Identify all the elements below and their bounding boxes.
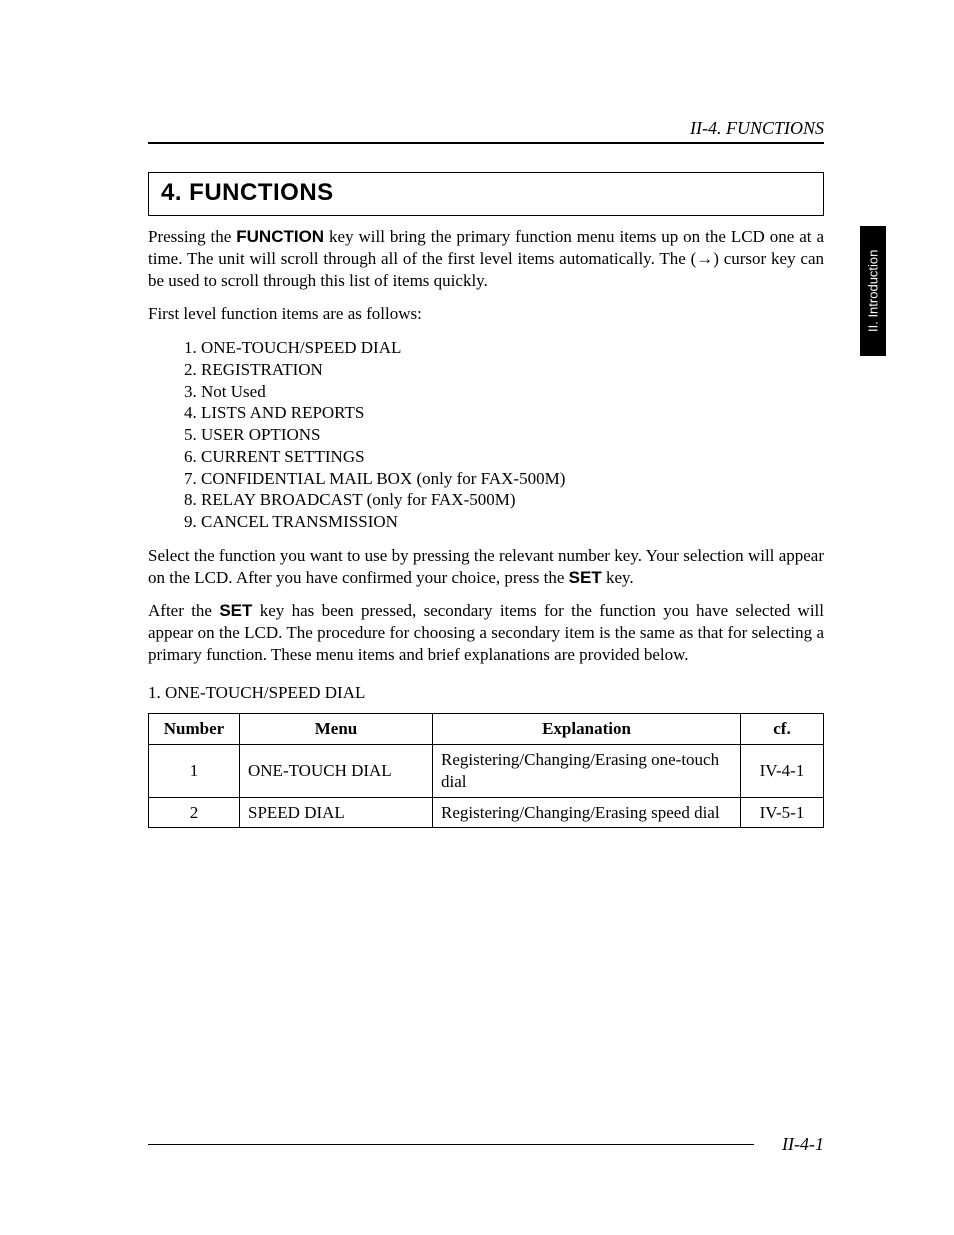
- section-title-box: 4. FUNCTIONS: [148, 172, 824, 216]
- list-item: 9. CANCEL TRANSMISSION: [184, 511, 824, 533]
- text: key.: [602, 568, 634, 587]
- col-header-cf: cf.: [741, 714, 824, 745]
- intro-paragraph-2: First level function items are as follow…: [148, 303, 824, 325]
- page: II-4. FUNCTIONS 4. FUNCTIONS II. Introdu…: [0, 0, 954, 1235]
- cell-cf: IV-4-1: [741, 745, 824, 798]
- col-header-explanation: Explanation: [433, 714, 741, 745]
- list-item: 1. ONE-TOUCH/SPEED DIAL: [184, 337, 824, 359]
- section-title: 4. FUNCTIONS: [161, 179, 811, 207]
- cell-menu: SPEED DIAL: [240, 797, 433, 828]
- list-item: 5. USER OPTIONS: [184, 424, 824, 446]
- running-head: II-4. FUNCTIONS: [690, 118, 824, 139]
- post-paragraph-2: After the SET key has been pressed, seco…: [148, 600, 824, 665]
- cell-cf: IV-5-1: [741, 797, 824, 828]
- keyword-set: SET: [569, 568, 602, 587]
- top-rule: [148, 142, 824, 144]
- cell-menu: ONE-TOUCH DIAL: [240, 745, 433, 798]
- cell-explanation: Registering/Changing/Erasing one-touch d…: [433, 745, 741, 798]
- post-paragraph-1: Select the function you want to use by p…: [148, 545, 824, 589]
- text: Select the function you want to use by p…: [148, 546, 824, 587]
- list-item: 4. LISTS AND REPORTS: [184, 402, 824, 424]
- list-item: 2. REGISTRATION: [184, 359, 824, 381]
- col-header-number: Number: [149, 714, 240, 745]
- menu-table: Number Menu Explanation cf. 1 ONE-TOUCH …: [148, 713, 824, 828]
- footer-rule: [148, 1144, 754, 1145]
- list-item: 8. RELAY BROADCAST (only for FAX-500M): [184, 489, 824, 511]
- list-item: 7. CONFIDENTIAL MAIL BOX (only for FAX-5…: [184, 468, 824, 490]
- cell-number: 2: [149, 797, 240, 828]
- keyword-set: SET: [219, 601, 252, 620]
- cell-explanation: Registering/Changing/Erasing speed dial: [433, 797, 741, 828]
- table-row: 2 SPEED DIAL Registering/Changing/Erasin…: [149, 797, 824, 828]
- table-row: 1 ONE-TOUCH DIAL Registering/Changing/Er…: [149, 745, 824, 798]
- keyword-function: FUNCTION: [236, 227, 324, 246]
- cell-number: 1: [149, 745, 240, 798]
- col-header-menu: Menu: [240, 714, 433, 745]
- side-tab: II. Introduction: [860, 226, 886, 356]
- function-list: 1. ONE-TOUCH/SPEED DIAL 2. REGISTRATION …: [184, 337, 824, 533]
- list-item: 3. Not Used: [184, 381, 824, 403]
- subsection-title: 1. ONE-TOUCH/SPEED DIAL: [148, 682, 824, 704]
- table-header-row: Number Menu Explanation cf.: [149, 714, 824, 745]
- list-item: 6. CURRENT SETTINGS: [184, 446, 824, 468]
- intro-paragraph-1: Pressing the FUNCTION key will bring the…: [148, 226, 824, 291]
- page-number: II-4-1: [782, 1134, 824, 1155]
- body: Pressing the FUNCTION key will bring the…: [148, 226, 824, 828]
- text: Pressing the: [148, 227, 236, 246]
- text: After the: [148, 601, 219, 620]
